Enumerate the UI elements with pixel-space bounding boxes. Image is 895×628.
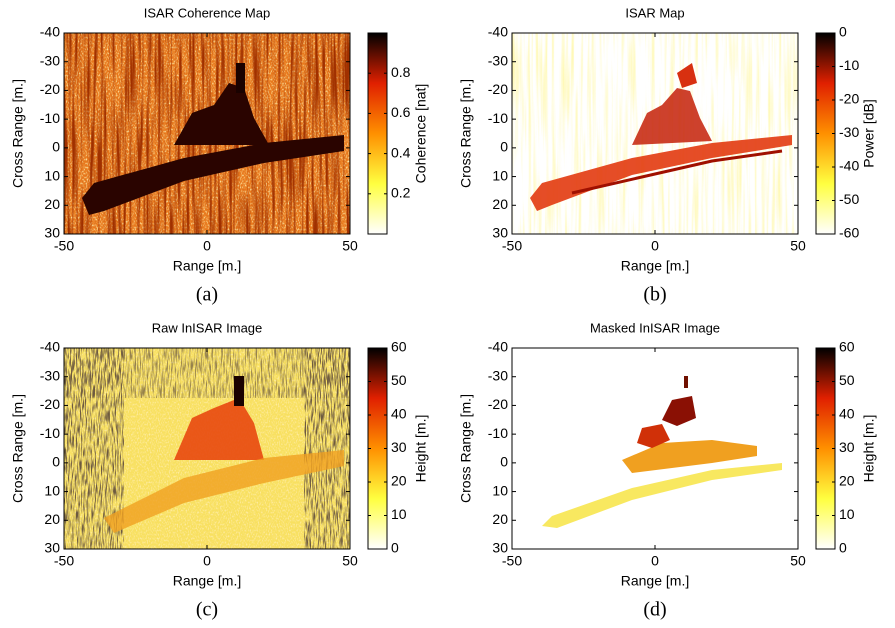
colorbar-tick-label: 0 [839, 540, 847, 556]
y-tick-label: 0 [500, 454, 508, 470]
y-axis-label: Cross Range [m.] [458, 394, 474, 503]
y-tick-label: -10 [488, 110, 508, 126]
colorbar-tick-label: 20 [391, 473, 407, 489]
y-axis-label: Cross Range [m.] [458, 79, 474, 188]
x-tick-label: -50 [54, 553, 74, 569]
caption: (d) [643, 599, 666, 621]
colorbar-tick-label: 20 [839, 473, 855, 489]
y-tick-label: 10 [44, 167, 60, 183]
x-axis-label: Range [m.] [173, 573, 241, 589]
colorbar-tick-label: 0.2 [391, 185, 411, 201]
x-axis-label: Range [m.] [173, 258, 241, 274]
colorbar-label: Height [m.] [861, 415, 877, 483]
x-tick-label: -50 [54, 238, 74, 254]
colorbar-tick-label: -30 [839, 124, 859, 140]
image-masked-height [512, 348, 798, 549]
y-tick-label: -20 [40, 81, 60, 97]
caption: (c) [196, 599, 218, 621]
y-tick-label: 10 [44, 482, 60, 498]
colorbar-label: Height [m.] [413, 415, 429, 483]
y-tick-label: -20 [488, 396, 508, 412]
x-tick-label: 0 [203, 238, 211, 254]
chart-title: Raw InISAR Image [152, 320, 263, 335]
y-tick-label: 20 [492, 196, 508, 212]
y-tick-label: -30 [40, 52, 60, 68]
y-tick-label: 30 [492, 225, 508, 241]
y-tick-label: -40 [40, 339, 60, 355]
x-tick-label: 50 [342, 238, 358, 254]
y-tick-label: 30 [492, 540, 508, 556]
y-tick-label: -30 [488, 367, 508, 383]
chart-title: ISAR Coherence Map [144, 5, 270, 20]
colorbar-tick-label: 40 [839, 406, 855, 422]
colorbar-tick-label: -60 [839, 225, 859, 241]
colorbar-tick-label: -40 [839, 158, 859, 174]
colorbar-tick-label: 40 [391, 406, 407, 422]
colorbar [367, 32, 388, 235]
colorbar-tick-label: 0.4 [391, 144, 411, 160]
x-axis-label: Range [m.] [621, 573, 689, 589]
y-tick-label: 20 [44, 511, 60, 527]
colorbar-tick-label: 0.8 [391, 64, 411, 80]
colorbar-tick-label: -20 [839, 91, 859, 107]
colorbar-tick-label: 0.6 [391, 104, 411, 120]
colorbar-tick-label: 0 [839, 24, 847, 40]
x-axis-label: Range [m.] [621, 258, 689, 274]
x-tick-label: -50 [502, 553, 522, 569]
y-tick-label: 0 [52, 139, 60, 155]
y-tick-label: -20 [40, 396, 60, 412]
y-tick-label: -40 [488, 339, 508, 355]
y-tick-label: 0 [500, 139, 508, 155]
caption: (b) [643, 284, 666, 306]
colorbar-tick-label: 60 [391, 339, 407, 355]
colorbar-tick-label: 0 [391, 540, 399, 556]
colorbar-tick-label: 50 [391, 372, 407, 388]
x-tick-label: -50 [502, 238, 522, 254]
colorbar-tick-label: 30 [839, 439, 855, 455]
y-tick-label: -10 [488, 425, 508, 441]
chart-title: Masked InISAR Image [590, 320, 720, 335]
colorbar-tick-label: 10 [839, 506, 855, 522]
y-tick-label: -30 [40, 367, 60, 383]
colorbar-tick-label: -50 [839, 191, 859, 207]
y-tick-label: 10 [492, 167, 508, 183]
image-coherence [64, 33, 350, 234]
y-tick-label: 10 [492, 482, 508, 498]
image-power [512, 33, 798, 234]
x-tick-label: 50 [790, 553, 806, 569]
colorbar-tick-label: 50 [839, 372, 855, 388]
colorbar-tick-label: 30 [391, 439, 407, 455]
y-tick-label: -10 [40, 425, 60, 441]
x-tick-label: 0 [651, 553, 659, 569]
colorbar-tick-label: -10 [839, 57, 859, 73]
chart-title: ISAR Map [625, 5, 684, 20]
x-tick-label: 50 [342, 553, 358, 569]
y-tick-label: 0 [52, 454, 60, 470]
y-tick-label: -20 [488, 81, 508, 97]
y-tick-label: -10 [40, 110, 60, 126]
y-axis-label: Cross Range [m.] [10, 79, 26, 188]
y-axis-label: Cross Range [m.] [10, 394, 26, 503]
y-tick-label: 20 [44, 196, 60, 212]
colorbar-tick-label: 10 [391, 506, 407, 522]
y-tick-label: 30 [44, 225, 60, 241]
y-tick-label: -40 [488, 24, 508, 40]
y-tick-label: -30 [488, 52, 508, 68]
colorbar-label: Coherence [nat] [413, 84, 429, 184]
x-tick-label: 0 [203, 553, 211, 569]
x-tick-label: 50 [790, 238, 806, 254]
y-tick-label: 30 [44, 540, 60, 556]
colorbar-tick-label: 60 [839, 339, 855, 355]
caption: (a) [196, 284, 218, 306]
colorbar-label: Power [dB] [861, 99, 877, 167]
y-tick-label: -40 [40, 24, 60, 40]
x-tick-label: 0 [651, 238, 659, 254]
image-raw-height [64, 348, 350, 549]
y-tick-label: 20 [492, 511, 508, 527]
